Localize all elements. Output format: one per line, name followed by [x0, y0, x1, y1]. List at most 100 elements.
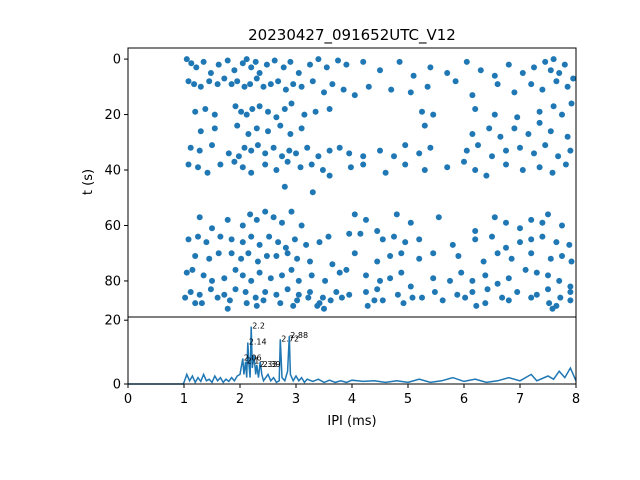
scatter-point — [494, 81, 501, 88]
scatter-point — [217, 161, 224, 168]
scatter-point — [545, 272, 551, 279]
scatter-point — [472, 167, 479, 173]
histogram-line — [128, 326, 577, 385]
scatter-point — [514, 289, 521, 295]
scatter-point — [182, 294, 189, 301]
scatter-point — [188, 60, 195, 67]
scatter-point — [335, 57, 341, 64]
scatter-point — [379, 297, 386, 304]
scatter-point — [343, 61, 350, 68]
scatter-point — [531, 150, 537, 157]
scatter-point — [239, 239, 246, 246]
scatter-point — [279, 153, 285, 160]
scatter-point — [232, 103, 239, 110]
scatter-point — [511, 125, 518, 132]
scatter-point — [294, 255, 301, 262]
scatter-point — [231, 67, 238, 74]
histogram-x-tick-label: 2 — [236, 392, 244, 407]
scatter-point — [291, 236, 298, 243]
scatter-point — [559, 222, 565, 229]
scatter-point — [477, 67, 484, 74]
scatter-point — [325, 233, 332, 240]
scatter-point — [226, 297, 233, 304]
scatter-point — [542, 58, 549, 65]
scatter-point — [197, 83, 204, 90]
peak-label: 2.33 — [260, 360, 278, 369]
histogram-y-tick-label: 20 — [104, 314, 121, 329]
scatter-point — [309, 189, 316, 196]
scatter-point — [343, 266, 350, 273]
scatter-point — [248, 64, 255, 71]
scatter-point — [297, 164, 304, 171]
histogram-x-label: IPI (ms) — [327, 414, 376, 429]
scatter-point — [469, 131, 476, 137]
scatter-point — [365, 83, 372, 90]
scatter-point — [363, 289, 369, 295]
scatter-point — [494, 250, 501, 257]
scatter-point — [267, 81, 274, 88]
scatter-point — [449, 241, 456, 248]
scatter-point — [536, 164, 543, 171]
scatter-point — [374, 228, 381, 234]
scatter-point — [214, 81, 221, 88]
scatter-point — [463, 58, 470, 65]
scatter-point — [248, 277, 255, 284]
scatter-point — [567, 283, 574, 290]
scatter-point — [528, 250, 535, 257]
scatter-point — [536, 119, 543, 126]
scatter-point — [419, 108, 425, 115]
scatter-point — [508, 255, 515, 262]
scatter-point — [387, 275, 394, 282]
scatter-point — [247, 81, 254, 88]
scatter-point — [360, 153, 367, 160]
scatter-point — [347, 164, 354, 171]
scatter-point — [295, 291, 302, 298]
scatter-point — [371, 297, 378, 304]
scatter-point — [505, 61, 512, 68]
scatter-point — [277, 122, 284, 129]
scatter-point — [568, 258, 575, 265]
scatter-point — [290, 81, 297, 88]
scatter-point — [559, 253, 565, 259]
scatter-point — [323, 64, 330, 71]
scatter-point — [494, 280, 501, 287]
scatter-point — [491, 214, 498, 221]
scatter-point — [514, 114, 521, 121]
scatter-point — [307, 258, 313, 265]
scatter-point — [298, 125, 305, 132]
scatter-point — [528, 236, 535, 243]
scatter-point — [228, 236, 235, 243]
scatter-point — [303, 241, 310, 248]
histogram-y-tick-label: 0 — [113, 378, 121, 393]
scatter-point — [326, 106, 333, 112]
scatter-point — [243, 300, 250, 307]
scatter-point — [557, 294, 564, 301]
scatter-point — [241, 83, 248, 90]
scatter-point — [256, 241, 263, 248]
scatter-point — [421, 167, 428, 173]
scatter-point — [539, 86, 546, 93]
scatter-point — [238, 255, 245, 262]
scatter-point — [547, 255, 554, 262]
scatter-point — [484, 286, 491, 293]
scatter-point — [206, 78, 213, 85]
scatter-point — [245, 250, 252, 257]
scatter-point — [267, 275, 274, 282]
scatter-point — [260, 83, 267, 90]
scatter-point — [351, 250, 358, 257]
scatter-point — [203, 239, 210, 246]
scatter-point — [209, 225, 215, 232]
scatter-point — [444, 70, 451, 76]
scatter-point — [562, 161, 569, 168]
scatter-point — [241, 144, 248, 151]
scatter-point — [363, 272, 369, 279]
scatter-point — [248, 233, 255, 240]
scatter-point — [388, 86, 395, 93]
scatter-point — [294, 297, 301, 304]
scatter-point — [243, 111, 250, 118]
scatter-point — [209, 277, 215, 284]
scatter-point — [192, 108, 199, 115]
scatter-point — [273, 114, 280, 121]
scatter-point — [284, 286, 291, 293]
scatter-point — [232, 286, 239, 293]
